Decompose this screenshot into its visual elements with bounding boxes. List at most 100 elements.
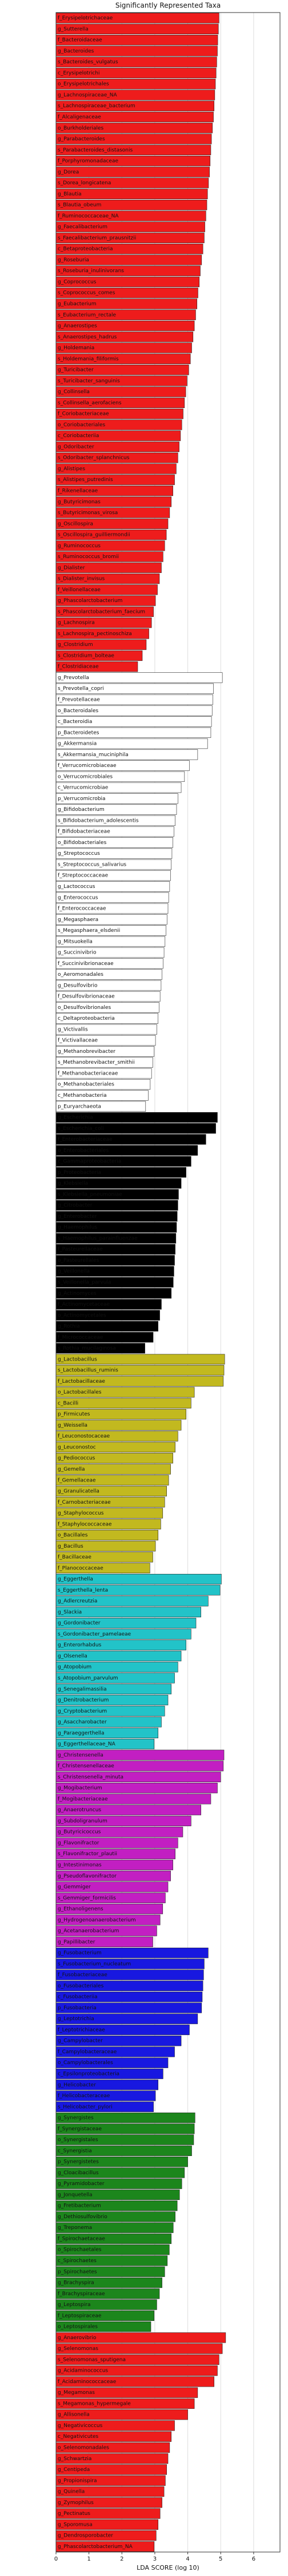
bar-label: g_Propionispira	[58, 2478, 97, 2484]
bar-label: o_Lactobacillales	[58, 1390, 102, 1395]
bar-label: g_Enterococcus	[58, 895, 98, 901]
bar-label: g_Atopobium	[58, 1665, 91, 1670]
x-tick-label: 5	[219, 2556, 222, 2562]
bar-label: g_Quinella	[58, 2489, 85, 2495]
bar-label: f_Helicobacteraceae	[58, 2093, 110, 2099]
bar-label: g_Gordonibacter	[58, 1621, 101, 1626]
bar-label: s_Veillonella_parvula	[58, 1280, 111, 1286]
bar-label: c_Deltaproteobacteria	[58, 1016, 115, 1021]
bar-label: g_Leuconostoc	[58, 1444, 96, 1450]
bar-label: g_Victivallis	[58, 1027, 88, 1032]
bar-label: f_Lactobacillaceae	[58, 1379, 105, 1384]
bar-label: s_Alistipes_putredinis	[58, 477, 113, 483]
bar-label: o_Synergistales	[58, 2137, 98, 2143]
bar-label: o_Aeromonadales	[58, 972, 103, 978]
bar-label: f_Staphylococcaceae	[58, 1521, 112, 1527]
bar-label: f_Porphyromonadaceae	[58, 159, 118, 164]
bar-label: s_Phascolarctobacterium_faecium	[58, 609, 145, 615]
bar-label: g_Pectinatus	[58, 2511, 90, 2517]
bar-label: c_Coriobacteriia	[58, 433, 99, 439]
bar-label: g_Escherichia	[58, 1115, 93, 1121]
bar-label: p_Bacteroidetes	[58, 730, 99, 736]
bar-label: f_Carnobacteriaceae	[58, 1500, 111, 1505]
bar-label: f_Planococcaceae	[58, 1565, 103, 1571]
bar-label: g_Acetanaerobacterium	[58, 1928, 119, 1934]
bar-label: g_Enterorhabdus	[58, 1642, 102, 1648]
bar-label: g_Lachnospiraceae_NA	[58, 92, 117, 98]
bar-label: g_Staphylococcus	[58, 1511, 104, 1516]
bar-label: f_Verrucomicrobiaceae	[58, 763, 117, 769]
bar-label: f_Methanobacteriaceae	[58, 1071, 118, 1076]
bar-label: f_Enterobacteriaceae	[58, 1137, 113, 1142]
bar-label: s_Klebsiella_pneumoniae	[58, 1192, 122, 1197]
bar-label: s_Butyricimonas_virosa	[58, 510, 118, 516]
bar-label: g_Ruminococcus	[58, 543, 101, 549]
bar-label: g_Rothia	[58, 1324, 80, 1330]
bar-label: p_Spirochaetes	[58, 2269, 97, 2275]
bar-label: f_Campylobacteraceae	[58, 2049, 117, 2055]
bar-label: g_Lactococcus	[58, 884, 95, 890]
bar-label: g_Turicibacter	[58, 368, 94, 373]
bar-label: g_Megamonas	[58, 2390, 95, 2396]
bar-label: g_Acidaminococcus	[58, 2368, 108, 2374]
bar-label: g_Enterobacter	[58, 1214, 97, 1220]
bar-label: f_Streptococcaceae	[58, 873, 109, 879]
bar-label: c_Methanobacteria	[58, 1093, 107, 1099]
plot-frame	[55, 12, 281, 2553]
bar-label: s_Turicibacter_sanguinis	[58, 378, 120, 384]
bar-label: f_Mogibacteriaceae	[58, 1796, 108, 1802]
bar-label: s_Eubacterium_rectale	[58, 312, 117, 318]
bar-label: g_Zymophilus	[58, 2500, 94, 2506]
bar-label: g_Brachyspira	[58, 2280, 94, 2286]
bar-label: s_Methanobrevibacter_smithii	[58, 1060, 135, 1065]
bar-label: g_Dialister	[58, 565, 85, 571]
x-axis-label: LDA SCORE (log 10)	[137, 2564, 199, 2571]
bar-label: g_Negativicoccus	[58, 2423, 103, 2429]
bar-label: g_Cloacibacillus	[58, 2170, 99, 2176]
bar-label: c_Bacteroidia	[58, 719, 92, 725]
bar-label: g_Streptococcus	[58, 851, 100, 857]
bar-label: s_Rothia_mucilaginosa	[58, 1346, 116, 1351]
bar-label: o_Bacteroidales	[58, 708, 98, 714]
bar-label: o_Spirochaetales	[58, 2247, 102, 2253]
bar-label: g_Bacteroides	[58, 49, 94, 54]
x-tick-label: 4	[186, 2556, 189, 2562]
bar-label: g_Bifidobacterium	[58, 807, 105, 813]
x-tick-label: 0	[54, 2556, 58, 2562]
bar-label: o_Desulfovibrionales	[58, 1005, 111, 1011]
bar-label: g_Bacillus	[58, 1544, 83, 1549]
bar-label: g_Succinivibrio	[58, 950, 97, 956]
bar-label: o_Methanobacteriales	[58, 1082, 114, 1088]
bar-label: f_Micrococcaceae	[58, 1335, 103, 1341]
bar-label: c_Bacilli	[58, 1400, 78, 1406]
bar-label: g_Odoribacter	[58, 444, 94, 450]
bar-label: g_Holdemania	[58, 345, 94, 351]
bar-label: f_Synergistaceae	[58, 2126, 102, 2132]
bar-label: f_Rikenellaceae	[58, 488, 98, 494]
bar-label: c_Fusobacteriia	[58, 1994, 98, 2000]
bar-label: s_Coprococcus_comes	[58, 290, 115, 296]
bar-label: p_Fusobacteria	[58, 2005, 97, 2011]
bar-label: g_Mitsuokella	[58, 939, 93, 944]
bar-label: s_Megasphaera_elsdenii	[58, 928, 120, 934]
bar-label: s_Haemophilus_parainfluenzae	[58, 1235, 138, 1241]
bar-label: p_Euryarchaeota	[58, 1104, 101, 1109]
x-tick-label: 3	[153, 2556, 157, 2562]
bar-label: g_Sutterella	[58, 26, 89, 32]
bar-label: g_Collinsella	[58, 389, 90, 395]
bar-label: s_Helicobacter_pylori	[58, 2104, 113, 2110]
bar-label: g_Megasphaera	[58, 917, 98, 923]
bar-label: o_Enterobacteriales	[58, 1148, 109, 1153]
bar-label: f_Leuconostocaceae	[58, 1434, 110, 1439]
bar-label: g_Eggerthellaceae_NA	[58, 1742, 116, 1747]
bar-label: s_Faecalibacterium_prausnitzii	[58, 235, 136, 241]
bar-label: s_Dorea_longicatena	[58, 180, 111, 186]
bar-label: g_Schwartzia	[58, 2456, 91, 2462]
bar-label: g_Weissella	[58, 1423, 87, 1428]
bar-label: g_Methanobrevibacter	[58, 1049, 115, 1055]
bar-label: g_Mogibacterium	[58, 1786, 102, 1791]
bar-label: g_Fusobacterium	[58, 1951, 102, 1956]
bar-label: g_Phascolarctobacterium	[58, 598, 122, 604]
